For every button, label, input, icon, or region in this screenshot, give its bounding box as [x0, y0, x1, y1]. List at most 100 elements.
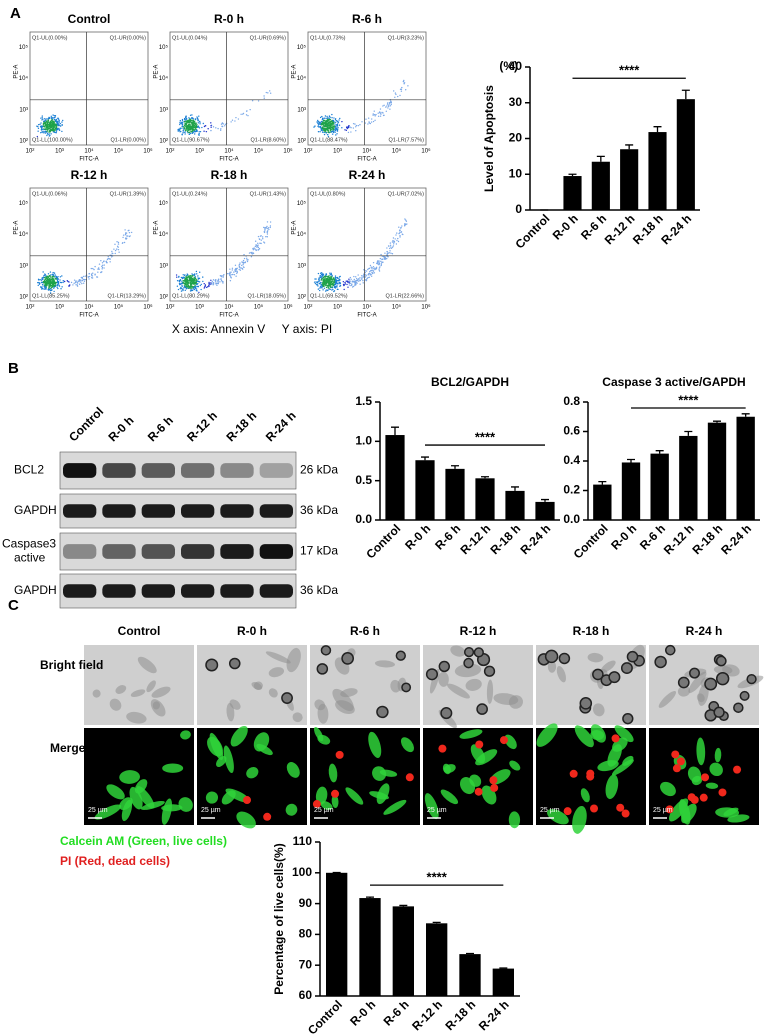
dead-cell	[701, 773, 709, 781]
flow-y-label: PE-A	[14, 221, 20, 235]
flow-dot	[331, 274, 332, 275]
flow-dot	[261, 239, 262, 240]
flow-dot	[48, 118, 49, 119]
blot-band	[260, 544, 293, 559]
round-cell	[206, 659, 217, 670]
flow-y-tick: 10⁴	[19, 231, 29, 238]
flow-dot	[321, 284, 322, 285]
flow-dot	[400, 232, 401, 233]
flow-dot	[46, 285, 47, 286]
flow-dot	[67, 280, 68, 281]
flow-dot	[79, 279, 80, 280]
flow-dot	[182, 285, 183, 286]
flow-dot	[332, 124, 333, 125]
flow-dot	[210, 125, 211, 126]
flow-dot	[264, 98, 265, 99]
flow-x-tick: 10²	[304, 305, 313, 311]
error-bar	[682, 90, 690, 99]
flow-dot	[386, 247, 387, 248]
blot-band	[142, 504, 175, 518]
flow-dot	[232, 268, 233, 269]
flow-dot	[57, 283, 58, 284]
flow-dot	[328, 285, 329, 286]
flow-dot	[197, 275, 198, 276]
y-tick-label: 70	[299, 957, 313, 971]
y-tick-label: 90	[299, 896, 313, 910]
flow-y-tick: 10²	[159, 295, 168, 301]
flow-dot	[267, 221, 268, 222]
flow-dot	[54, 132, 55, 133]
flow-dot	[231, 277, 232, 278]
round-cell	[717, 673, 729, 685]
flow-dot	[179, 281, 180, 282]
flow-x-tick: 10⁴	[84, 148, 94, 155]
flow-dot	[49, 283, 50, 284]
flow-dot	[349, 280, 350, 281]
flow-dot	[194, 273, 195, 274]
flow-dot	[358, 125, 359, 126]
round-cell	[465, 648, 474, 657]
error-bar	[399, 905, 407, 906]
flow-dot	[74, 279, 75, 280]
flow-dot	[349, 126, 350, 127]
flow-dot	[186, 286, 187, 287]
flow-dot	[374, 120, 375, 121]
flow-dot	[125, 233, 126, 234]
flow-dot	[230, 280, 231, 281]
flow-dot	[368, 273, 369, 274]
error-bar	[366, 897, 374, 898]
flow-dot	[180, 120, 181, 121]
flow-dot	[393, 237, 394, 238]
quadrant-label: Q1-LL(90.67%)	[172, 137, 210, 143]
round-cell	[705, 678, 716, 689]
flow-dot	[181, 134, 182, 135]
blot-row-label: GAPDH	[14, 503, 57, 517]
flow-dot	[330, 130, 331, 131]
flow-dot	[51, 125, 52, 126]
flow-dot	[200, 131, 201, 132]
flow-dot	[238, 118, 239, 119]
flow-dot	[255, 250, 256, 251]
flow-dot	[92, 275, 93, 276]
flow-dot	[264, 242, 265, 243]
flow-dot	[329, 284, 330, 285]
flow-dot	[131, 232, 132, 233]
error-bar	[625, 145, 633, 149]
bar	[622, 462, 640, 520]
flow-y-tick: 10²	[297, 295, 306, 301]
flow-dot	[382, 262, 383, 263]
flow-dot	[114, 244, 115, 245]
flow-dot	[77, 285, 78, 286]
flow-dot	[52, 272, 53, 273]
flow-dot	[191, 284, 192, 285]
flow-dot	[395, 238, 396, 239]
flow-dot	[399, 95, 400, 96]
dead-cell	[331, 790, 339, 798]
flow-dot	[335, 130, 336, 131]
flow-dot	[43, 132, 44, 133]
flow-dot	[321, 121, 322, 122]
flow-dot	[191, 278, 192, 279]
flow-dot	[52, 128, 53, 129]
flow-dot	[199, 122, 200, 123]
dead-cell	[243, 796, 251, 804]
flow-dot	[199, 123, 200, 124]
x-tick-label: R-12 h	[661, 521, 697, 557]
flow-dot	[328, 287, 329, 288]
blot-band	[181, 504, 214, 518]
flow-dot	[81, 277, 82, 278]
blot-band	[142, 544, 175, 559]
flow-dot	[47, 125, 48, 126]
round-cell	[342, 653, 353, 664]
flow-dot	[318, 273, 319, 274]
flow-dot	[241, 265, 242, 266]
flow-dot	[390, 245, 391, 246]
flow-dot	[217, 128, 218, 129]
flow-dot	[398, 241, 399, 242]
flow-dot	[183, 287, 184, 288]
flow-dot	[318, 278, 319, 279]
flow-dot	[39, 124, 40, 125]
flow-y-tick: 10²	[19, 295, 28, 301]
flow-x-tick: 10⁶	[283, 304, 293, 311]
